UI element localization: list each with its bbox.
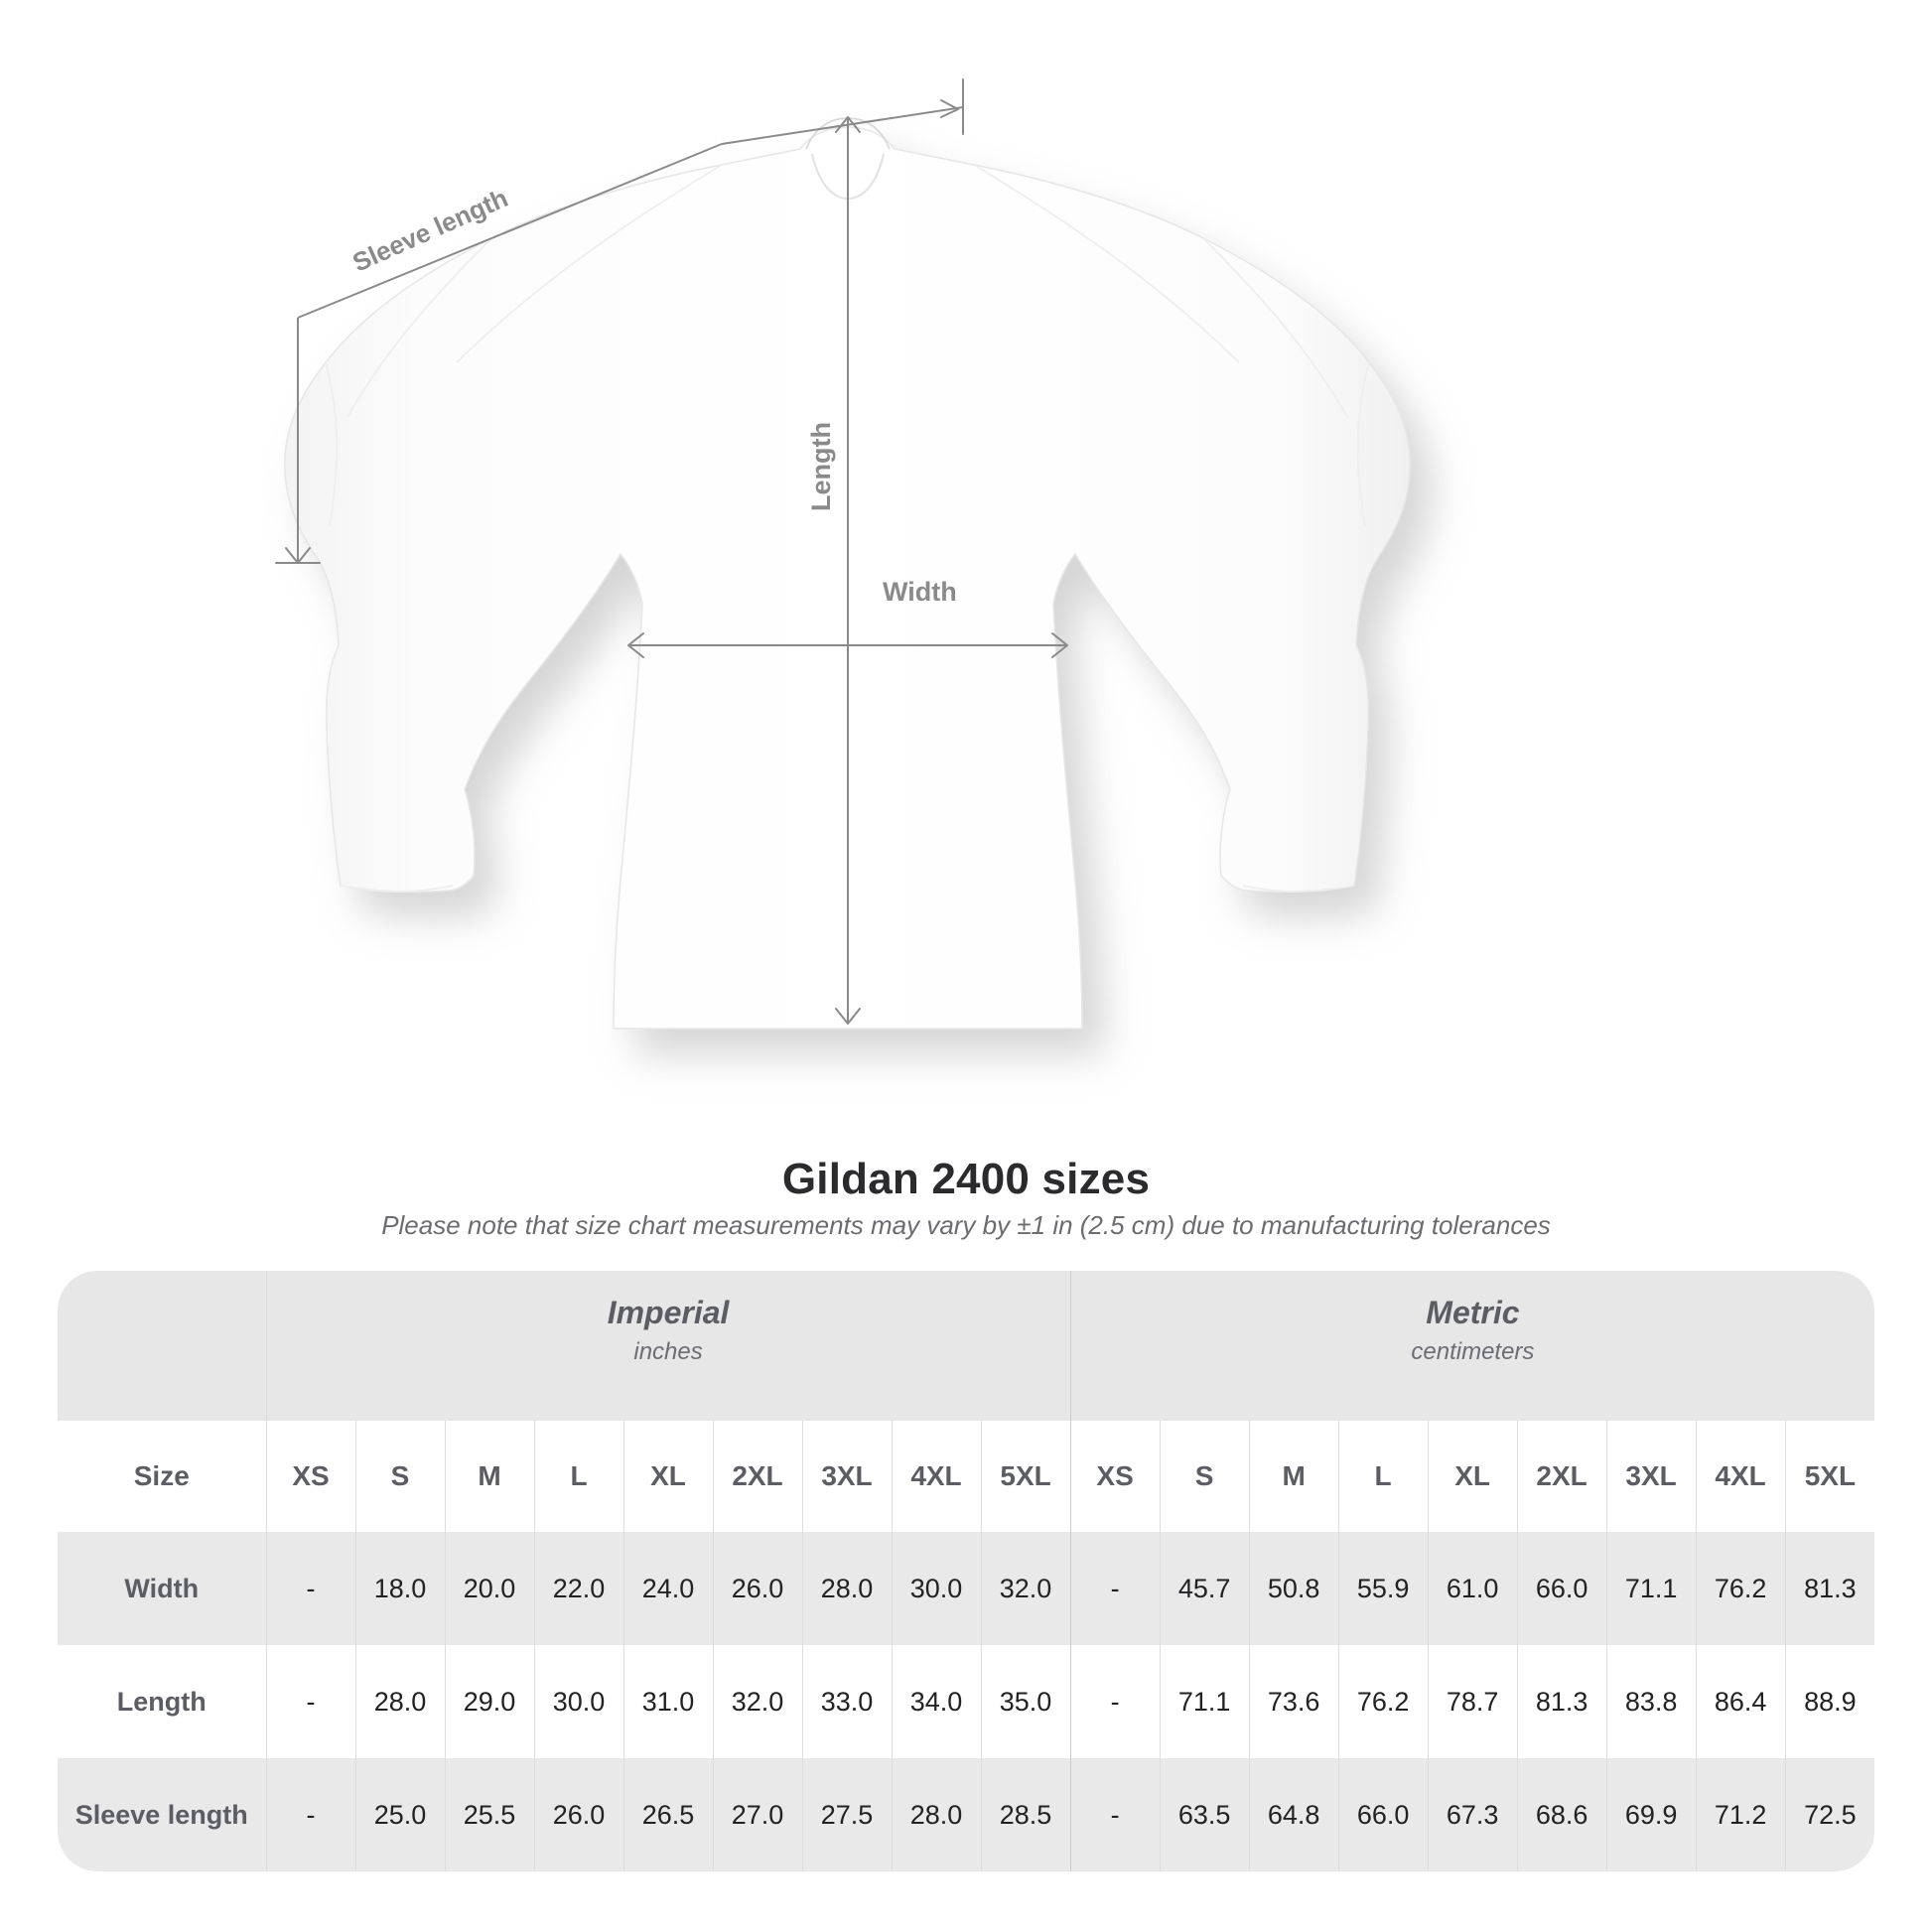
svg-text:Width: Width (883, 577, 957, 607)
svg-text:Length: Length (806, 422, 836, 511)
